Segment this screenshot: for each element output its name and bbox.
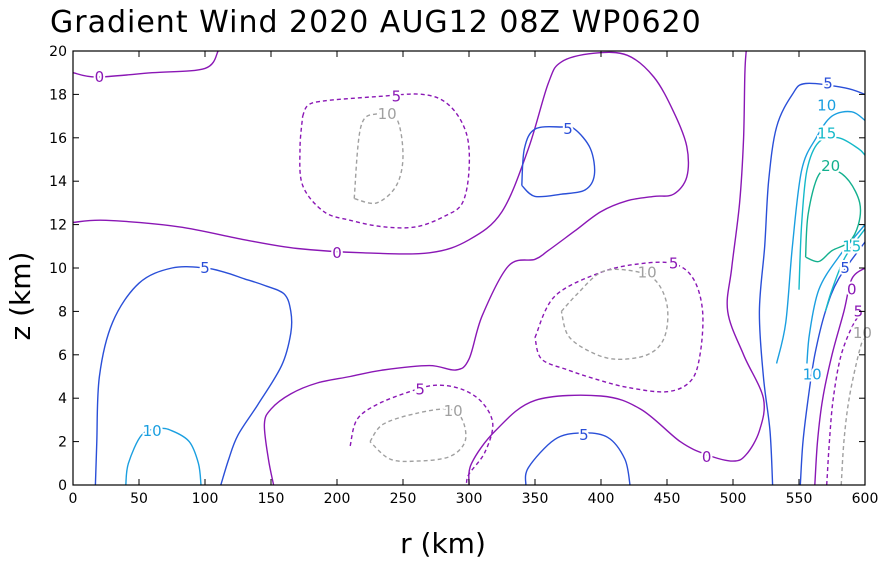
x-tick-label: 50 xyxy=(130,491,148,507)
contour-label-1: 0 xyxy=(332,244,342,262)
x-tick-label: 450 xyxy=(654,491,681,507)
contour-label-9: 10 xyxy=(638,263,657,281)
x-tick-label: 300 xyxy=(456,491,483,507)
y-tick-label: 2 xyxy=(58,435,67,451)
contour-line-0-1 xyxy=(73,51,690,485)
x-tick-label: 550 xyxy=(786,491,813,507)
contour-label-3: 0 xyxy=(847,281,857,299)
contour-label-11: 10 xyxy=(853,324,872,342)
x-tick-label: 150 xyxy=(258,491,285,507)
y-tick-label: 8 xyxy=(58,304,67,320)
contour-line-5-12 xyxy=(94,266,293,485)
x-tick-label: 100 xyxy=(192,491,219,507)
contour-line-5-16 xyxy=(799,241,865,485)
contour-line-neg5-5 xyxy=(534,261,704,393)
contour-line-5-15 xyxy=(758,82,865,485)
y-tick-label: 6 xyxy=(58,348,67,364)
x-tick-label: 350 xyxy=(522,491,549,507)
chart-title: Gradient Wind 2020 AUG12 08Z WP0620 xyxy=(50,5,702,40)
contour-line-neg5-4 xyxy=(299,93,471,229)
contour-label-5: 5 xyxy=(669,255,679,273)
contour-label-10: 10 xyxy=(444,402,463,420)
contour-label-17: 10 xyxy=(143,422,162,440)
contour-line-neg5-7 xyxy=(826,310,865,485)
contour-line-5-14 xyxy=(524,432,631,485)
contour-line-0-2 xyxy=(468,51,765,485)
contour-label-16: 5 xyxy=(840,259,850,277)
y-tick-label: 0 xyxy=(58,478,67,494)
y-axis-label: z (km) xyxy=(4,252,37,341)
contour-line-10-17 xyxy=(125,427,202,485)
y-tick-label: 10 xyxy=(49,261,67,277)
x-tick-label: 0 xyxy=(69,491,78,507)
x-tick-label: 600 xyxy=(852,491,879,507)
y-tick-label: 12 xyxy=(49,218,67,234)
contour-line-5-13 xyxy=(521,126,596,198)
contour-label-22: 20 xyxy=(821,157,840,175)
contour-line-10-19 xyxy=(806,224,865,364)
contour-label-2: 0 xyxy=(702,448,712,466)
contour-line-0-0 xyxy=(73,51,219,78)
contour-line-neg10-8 xyxy=(353,112,404,205)
x-tick-label: 400 xyxy=(588,491,615,507)
contour-label-21: 15 xyxy=(842,237,861,255)
contour-label-13: 5 xyxy=(563,120,573,138)
x-tick-label: 250 xyxy=(390,491,417,507)
contour-label-14: 5 xyxy=(579,426,589,444)
x-axis-ticks: 0 50 100 150 200 250 300 350 400 450 500 550 600 xyxy=(69,51,879,507)
contour-label-6: 5 xyxy=(415,381,425,399)
contour-label-12: 5 xyxy=(200,259,210,277)
contour-label-8: 10 xyxy=(378,105,397,123)
contour-label-0: 0 xyxy=(95,68,105,86)
contour-line-15-20 xyxy=(798,136,865,290)
y-tick-label: 20 xyxy=(49,44,67,60)
contour-label-20: 15 xyxy=(817,124,836,142)
contour-line-0-3 xyxy=(814,267,865,485)
contour-line-neg10-11 xyxy=(840,332,865,485)
contour-layer xyxy=(73,51,865,485)
contour-line-10-18 xyxy=(775,110,865,364)
contour-label-15: 5 xyxy=(823,75,833,93)
contour-label-19: 10 xyxy=(803,365,822,383)
contour-label-18: 10 xyxy=(817,96,836,114)
y-tick-label: 16 xyxy=(49,131,67,147)
x-axis-label: r (km) xyxy=(400,527,486,560)
y-axis-ticks: 0 2 4 6 8 10 12 14 16 18 20 xyxy=(49,44,865,494)
plot-frame xyxy=(72,50,866,486)
contour-line-neg5-6 xyxy=(349,384,494,485)
x-tick-label: 200 xyxy=(324,491,351,507)
y-tick-label: 14 xyxy=(49,174,67,190)
contour-line-neg10-9 xyxy=(560,268,669,360)
contour-line-neg10-10 xyxy=(369,408,467,463)
y-tick-label: 18 xyxy=(49,87,67,103)
contour-label-4: 5 xyxy=(392,88,402,106)
y-tick-label: 4 xyxy=(58,391,67,407)
contour-line-20-22 xyxy=(804,168,862,263)
x-tick-label: 500 xyxy=(720,491,747,507)
contour-line-15-21 xyxy=(824,228,865,312)
contour-label-7: 5 xyxy=(854,302,864,320)
